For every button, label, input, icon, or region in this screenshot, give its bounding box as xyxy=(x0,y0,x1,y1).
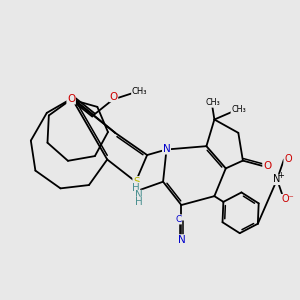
Text: S: S xyxy=(133,177,140,187)
Text: O: O xyxy=(263,161,271,171)
Text: O: O xyxy=(110,92,118,101)
Text: C: C xyxy=(175,215,182,224)
Text: O: O xyxy=(67,94,75,104)
Text: O⁻: O⁻ xyxy=(281,194,294,205)
Text: CH₃: CH₃ xyxy=(205,98,220,107)
Text: CH₃: CH₃ xyxy=(231,105,246,114)
Text: CH₃: CH₃ xyxy=(132,87,147,96)
Text: N: N xyxy=(163,144,170,154)
Text: H: H xyxy=(132,183,140,193)
Text: N: N xyxy=(178,235,186,245)
Text: O: O xyxy=(284,154,292,164)
Text: H: H xyxy=(135,197,142,207)
Text: N: N xyxy=(273,175,281,184)
Text: N: N xyxy=(135,190,142,200)
Text: +: + xyxy=(278,171,284,180)
